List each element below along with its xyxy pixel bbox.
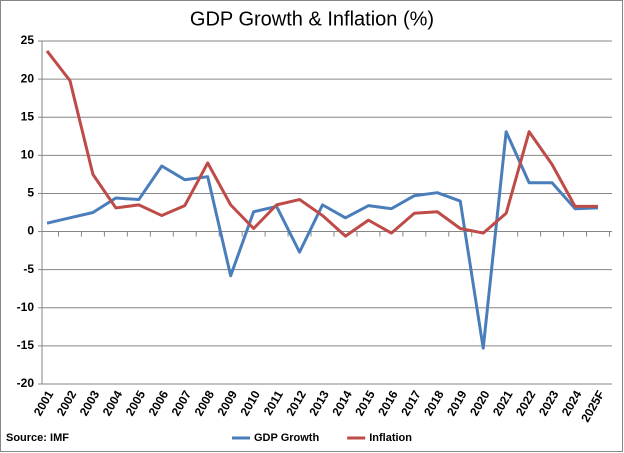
line-series — [46, 130, 599, 350]
line-series — [45, 49, 598, 238]
y-tick-label: 15 — [21, 109, 35, 123]
y-tick-label: -15 — [17, 338, 35, 352]
legend-label: Inflation — [369, 432, 412, 444]
y-tick-label: 25 — [21, 33, 35, 47]
y-tick-label: 5 — [27, 186, 34, 200]
y-tick-label: -10 — [17, 300, 35, 314]
y-tick-label: -20 — [17, 376, 35, 390]
chart-title: GDP Growth & Inflation (%) — [190, 8, 434, 30]
source: Source: IMF — [6, 432, 69, 444]
y-tick-label: -5 — [23, 262, 34, 276]
y-tick-label: 20 — [21, 71, 35, 85]
legend-label: GDP Growth — [254, 432, 319, 444]
y-tick-label: 0 — [27, 224, 34, 238]
y-tick-label: 10 — [21, 148, 35, 162]
